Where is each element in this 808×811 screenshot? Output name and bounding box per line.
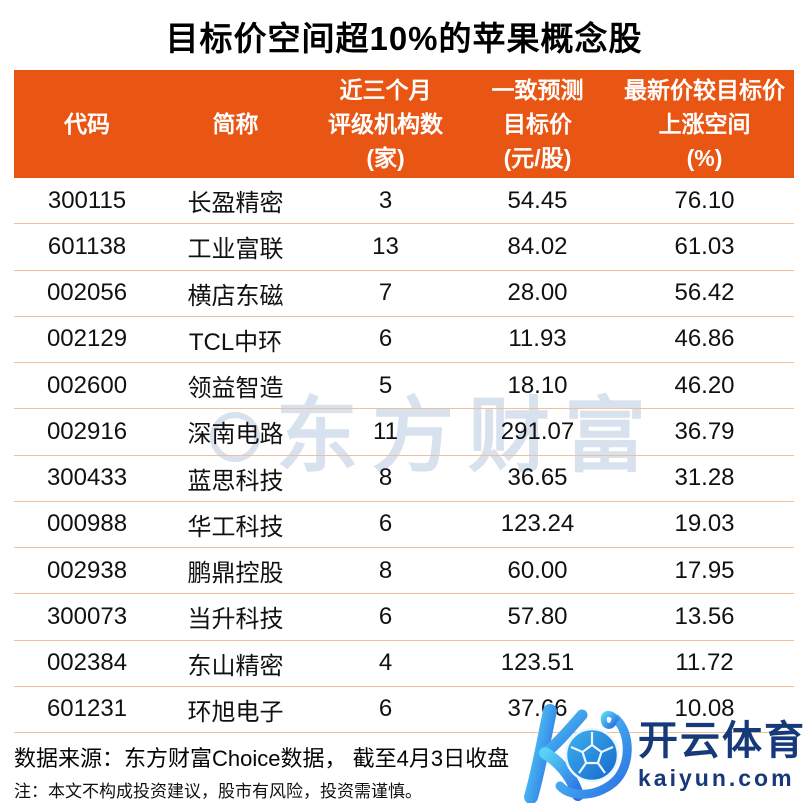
upside-percent: 61.03 — [674, 232, 735, 260]
header-line: 一致预测 — [491, 77, 584, 103]
kaiyun-logo-mark-icon — [516, 703, 634, 808]
upside-percent: 17.95 — [674, 556, 735, 584]
header-line: 代码 — [64, 111, 110, 137]
stock-code: 002129 — [46, 325, 128, 353]
table-row: 002129 TCL中环 6 11.93 46.86 — [14, 317, 794, 363]
agency-count: 13 — [372, 232, 399, 260]
target-price: 60.00 — [507, 556, 568, 584]
upside-percent: 10.08 — [674, 695, 735, 723]
stock-table: 代码 简称 近三个月 评级机构数 (家) 一致预测 目标价 (元/股) 最新价较… — [14, 70, 794, 733]
target-price: 11.93 — [508, 325, 567, 353]
header-line: 目标价 — [503, 111, 572, 137]
agency-count: 4 — [378, 649, 393, 677]
kaiyun-logo: 开云体育 kaiyun.com — [516, 703, 806, 808]
upside-percent: 19.03 — [674, 510, 735, 538]
target-price: 28.00 — [507, 279, 568, 307]
agency-count: 11 — [373, 417, 398, 445]
header-line: (%) — [686, 145, 723, 171]
target-price: 123.51 — [500, 649, 575, 677]
header-line: 简称 — [212, 111, 259, 137]
upside-percent: 31.28 — [674, 464, 735, 492]
stock-name: 工业富联 — [187, 236, 284, 264]
stock-name: 环旭电子 — [187, 698, 284, 726]
stock-code: 601138 — [47, 232, 127, 260]
stock-name: 领益智造 — [187, 375, 284, 403]
header-line: 最新价较目标价 — [624, 77, 785, 103]
table-body: 300115 长盈精密 3 54.45 76.10 601138 工业富联 13… — [14, 178, 794, 733]
upside-percent: 13.56 — [674, 602, 735, 630]
agency-count: 7 — [378, 279, 393, 307]
header-line: (家) — [366, 145, 405, 171]
agency-count: 6 — [378, 510, 393, 538]
agency-count: 6 — [378, 325, 393, 353]
stock-name: 鹏鼎控股 — [187, 560, 284, 588]
header-line: 评级机构数 — [328, 111, 443, 137]
upside-percent: 56.42 — [674, 279, 735, 307]
stock-name: TCL中环 — [188, 328, 283, 356]
agency-count: 8 — [378, 556, 393, 584]
target-price: 37.66 — [507, 695, 568, 723]
agency-count: 8 — [378, 464, 393, 492]
stock-code: 000988 — [46, 510, 128, 538]
target-price: 123.24 — [500, 510, 575, 538]
stock-code: 002600 — [46, 371, 128, 399]
table-row: 002916 深南电路 11 291.07 36.79 — [14, 409, 794, 456]
stock-code: 002938 — [46, 556, 128, 584]
target-price: 57.80 — [507, 602, 568, 630]
disclaimer-note: 注：本文不构成投资建议，股市有风险，投资需谨慎。 — [14, 782, 422, 801]
kaiyun-domain: kaiyun.com — [638, 764, 795, 791]
upside-percent: 46.86 — [674, 325, 735, 353]
target-price: 18.10 — [507, 371, 568, 399]
page-title: 目标价空间超10%的苹果概念股 — [165, 20, 643, 57]
upside-percent: 46.20 — [674, 371, 735, 399]
header-target-price: 一致预测 目标价 (元/股) — [460, 70, 615, 178]
agency-count: 6 — [378, 695, 393, 723]
header-upside: 最新价较目标价 上涨空间 (%) — [615, 70, 794, 178]
upside-percent: 36.79 — [674, 417, 735, 445]
table-row: 300115 长盈精密 3 54.45 76.10 — [14, 178, 794, 225]
stock-code: 300115 — [47, 186, 127, 214]
upside-percent: 11.72 — [675, 649, 734, 677]
stock-code: 300433 — [46, 464, 128, 492]
stock-name: 蓝思科技 — [187, 467, 284, 495]
agency-count: 3 — [378, 186, 393, 214]
table-row: 601138 工业富联 13 84.02 61.03 — [14, 224, 794, 271]
table-row: 300073 当升科技 6 57.80 13.56 — [14, 594, 794, 641]
table-row: 002600 领益智造 5 18.10 46.20 — [14, 363, 794, 410]
header-line: 上涨空间 — [658, 111, 751, 137]
stock-name: 长盈精密 — [187, 190, 284, 218]
table-row: 000988 华工科技 6 123.24 19.03 — [14, 502, 794, 548]
target-price: 36.65 — [507, 464, 568, 492]
table-row: 002056 横店东磁 7 28.00 56.42 — [14, 271, 794, 317]
upside-percent: 76.10 — [674, 186, 735, 214]
stock-name: 当升科技 — [187, 606, 284, 634]
stock-name: 横店东磁 — [187, 282, 284, 310]
stock-code: 002056 — [46, 279, 128, 307]
stock-name: 深南电路 — [187, 421, 284, 449]
stock-code: 300073 — [46, 602, 128, 630]
header-line: (元/股) — [503, 145, 572, 171]
header-code: 代码 — [14, 70, 160, 178]
target-price: 291.07 — [500, 417, 575, 445]
table-row: 002384 东山精密 4 123.51 11.72 — [14, 641, 794, 687]
agency-count: 5 — [378, 371, 393, 399]
table-row: 300433 蓝思科技 8 36.65 31.28 — [14, 456, 794, 502]
agency-count: 6 — [378, 602, 393, 630]
header-line: 近三个月 — [339, 77, 432, 103]
stock-name: 东山精密 — [187, 652, 284, 680]
header-agency-count: 近三个月 评级机构数 (家) — [311, 70, 460, 178]
table-row: 601231 环旭电子 6 37.66 10.08 — [14, 687, 794, 733]
header-name: 简称 — [160, 70, 311, 178]
target-price: 84.02 — [507, 232, 568, 260]
stock-code: 002384 — [46, 649, 128, 677]
kaiyun-brand-name: 开云体育 — [638, 718, 806, 763]
stock-code: 002916 — [46, 417, 128, 445]
target-price: 54.45 — [507, 186, 568, 214]
table-row: 002938 鹏鼎控股 8 60.00 17.95 — [14, 548, 794, 595]
data-source-line: 数据来源：东方财富Choice数据， 截至4月3日收盘 — [14, 746, 510, 771]
stock-name: 华工科技 — [187, 513, 284, 541]
table-header: 代码 简称 近三个月 评级机构数 (家) 一致预测 目标价 (元/股) 最新价较… — [14, 70, 794, 178]
stock-code: 601231 — [46, 695, 128, 723]
